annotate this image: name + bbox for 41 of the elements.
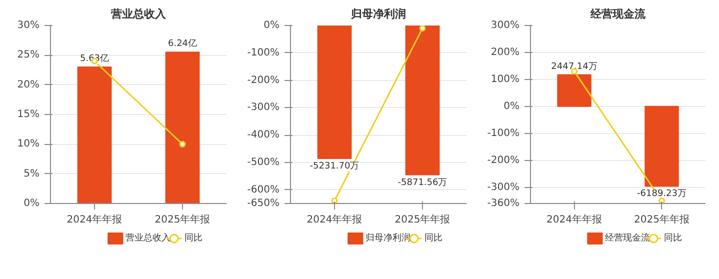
y-tick-label: 25%: [17, 50, 40, 61]
legend-label: 同比: [184, 232, 202, 244]
y-tick-label: 0%: [504, 100, 520, 112]
chart-title: 营业总收入: [110, 8, 167, 20]
y-tick-label: 0%: [24, 198, 40, 209]
y-tick-label: -200%: [487, 154, 520, 166]
x-tick-label: 2025年年报: [634, 214, 690, 226]
y-tick-label: -300%: [247, 102, 280, 114]
y-tick-label: -200%: [247, 74, 280, 86]
data-label: -5871.56万: [398, 178, 448, 188]
chart-title: 归母净利润: [350, 8, 406, 20]
y-tick-label: -100%: [487, 128, 520, 139]
legend-label: 经营现金流: [605, 232, 650, 244]
legend-label: 同比: [424, 232, 442, 244]
y-tick-label: 100%: [490, 74, 520, 85]
y-tick-label: 30%: [17, 20, 40, 31]
data-label: 6.24亿: [168, 38, 198, 50]
x-tick-label: 2024年年报: [66, 214, 122, 226]
y-tick-label: 200%: [490, 46, 520, 58]
y-tick-label: -100%: [247, 47, 280, 58]
x-tick-label: 2025年年报: [154, 214, 210, 226]
y-tick-label: 10%: [17, 138, 40, 150]
y-tick-label: 20%: [17, 79, 40, 90]
x-tick-label: 2024年年报: [546, 214, 602, 226]
chart-title: 经营现金流: [590, 8, 646, 20]
y-tick-label: 5%: [24, 168, 40, 180]
x-tick-label: 2024年年报: [306, 214, 362, 226]
y-tick-label: -360%: [487, 198, 520, 209]
y-tick-label: -650%: [247, 198, 280, 209]
legend-label: 同比: [664, 232, 682, 244]
x-tick-label: 2025年年报: [394, 214, 450, 226]
data-label: 2447.14万: [551, 62, 598, 72]
data-label: -5231.70万: [310, 162, 360, 172]
y-tick-label: -600%: [247, 184, 280, 196]
data-label: -6189.23万: [637, 189, 686, 200]
y-tick-label: -300%: [487, 182, 520, 193]
y-tick-label: -400%: [247, 130, 280, 141]
y-tick-label: 15%: [17, 109, 40, 120]
y-tick-label: 0%: [264, 20, 280, 31]
y-tick-label: 300%: [490, 20, 520, 31]
y-tick-label: -500%: [247, 156, 280, 168]
